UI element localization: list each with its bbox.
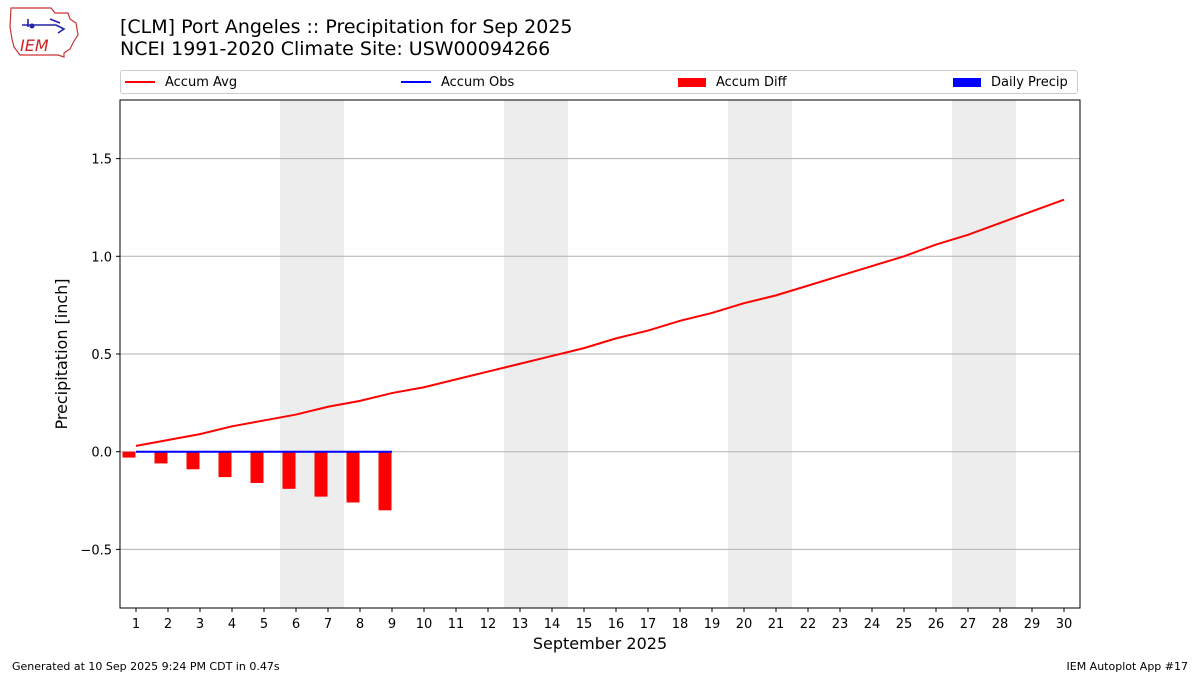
- bar-accum-diff: [346, 451, 360, 503]
- bar-accum-diff: [378, 451, 392, 511]
- legend-item-accum-avg: Accum Avg: [125, 71, 237, 93]
- x-tick-label: 10: [416, 617, 433, 632]
- weekend-shade: [504, 100, 568, 608]
- y-axis-label: Precipitation [inch]: [52, 278, 71, 429]
- x-tick-label: 8: [356, 617, 364, 632]
- bar-accum-diff: [154, 451, 168, 464]
- footer-app: IEM Autoplot App #17: [1066, 660, 1189, 673]
- legend-swatch: [953, 77, 981, 87]
- legend-label: Accum Obs: [441, 74, 515, 90]
- x-tick-label: 13: [512, 617, 529, 632]
- y-tick-label: 0.5: [91, 348, 112, 363]
- title-line-1: [CLM] Port Angeles :: Precipitation for …: [120, 16, 573, 38]
- weekend-shade: [952, 100, 1016, 608]
- x-tick-label: 14: [544, 617, 561, 632]
- y-tick-label: −0.5: [80, 543, 112, 558]
- legend-item-daily-precip: Daily Precip: [953, 71, 1068, 93]
- x-tick-label: 15: [576, 617, 593, 632]
- legend-label: Accum Diff: [716, 74, 787, 90]
- x-tick-label: 9: [388, 617, 396, 632]
- x-tick-label: 21: [768, 617, 785, 632]
- x-tick-label: 12: [480, 617, 497, 632]
- y-tick-label: 1.0: [91, 250, 112, 265]
- legend-item-accum-obs: Accum Obs: [401, 71, 514, 93]
- x-tick-label: 19: [704, 617, 721, 632]
- x-tick-label: 11: [448, 617, 465, 632]
- series-line-accum-avg: [135, 198, 1065, 447]
- plot-frame: [119, 99, 1081, 609]
- x-tick-label: 24: [864, 617, 881, 632]
- x-tick-label: 4: [228, 617, 236, 632]
- legend-item-accum-diff: Accum Diff: [678, 71, 787, 93]
- x-tick-label: 6: [292, 617, 300, 632]
- bar-accum-diff: [186, 451, 200, 470]
- bar-accum-diff: [314, 451, 328, 497]
- x-tick-label: 27: [960, 617, 977, 632]
- x-tick-label: 25: [896, 617, 913, 632]
- x-tick-label: 5: [260, 617, 268, 632]
- x-tick-label: 18: [672, 617, 689, 632]
- y-tick-label: 1.5: [91, 153, 112, 168]
- bar-accum-diff: [122, 451, 136, 458]
- legend-label: Accum Avg: [165, 74, 238, 90]
- chart-legend: Accum Avg Accum Obs Accum Diff Daily Pre…: [120, 70, 1078, 94]
- footer-generated: Generated at 10 Sep 2025 9:24 PM CDT in …: [12, 660, 280, 673]
- iem-logo-text: IEM: [20, 36, 49, 55]
- x-tick-label: 16: [608, 617, 625, 632]
- iem-logo: IEM: [9, 7, 79, 58]
- bar-accum-diff: [250, 451, 264, 483]
- legend-swatch: [125, 81, 155, 83]
- x-tick-label: 28: [992, 617, 1009, 632]
- x-tick-label: 23: [832, 617, 849, 632]
- x-tick-label: 20: [736, 617, 753, 632]
- x-tick-label: 17: [640, 617, 657, 632]
- weekend-shade: [728, 100, 792, 608]
- legend-swatch: [678, 77, 706, 87]
- bar-accum-diff: [282, 451, 296, 489]
- x-tick-label: 30: [1056, 617, 1073, 632]
- x-axis-label: September 2025: [533, 634, 667, 653]
- legend-label: Daily Precip: [991, 74, 1068, 90]
- bar-accum-diff: [218, 451, 232, 478]
- x-tick-label: 26: [928, 617, 945, 632]
- x-tick-label: 22: [800, 617, 817, 632]
- y-tick-label: 0.0: [91, 446, 112, 461]
- weekend-shade: [280, 100, 344, 608]
- x-tick-label: 7: [324, 617, 332, 632]
- x-tick-label: 3: [196, 617, 204, 632]
- x-tick-label: 1: [132, 617, 140, 632]
- title-line-2: NCEI 1991-2020 Climate Site: USW00094266: [120, 38, 551, 60]
- x-tick-label: 29: [1024, 617, 1041, 632]
- x-tick-label: 2: [164, 617, 172, 632]
- legend-swatch: [401, 81, 431, 83]
- chart-title: [CLM] Port Angeles :: Precipitation for …: [120, 16, 573, 60]
